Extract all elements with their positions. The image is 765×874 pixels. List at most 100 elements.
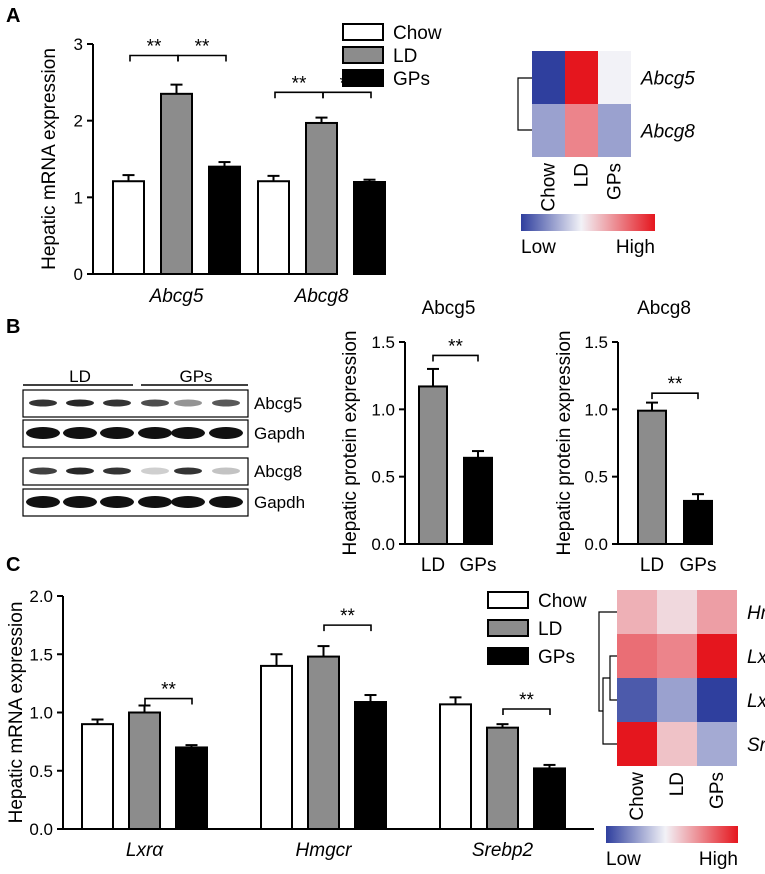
bar-ld (418, 385, 448, 545)
heat-cell (598, 51, 631, 104)
category-label: Abcg8 (294, 286, 349, 307)
significance-label: ** (340, 606, 355, 627)
heat-cell (617, 590, 657, 634)
chart-b-abcg5-protein: 0.0 0.5 1.0 1.5 Hepatic protein expression Ab… (340, 298, 496, 576)
blot-band (212, 467, 240, 475)
legend-swatch-chow (342, 23, 384, 41)
heat-cell (617, 678, 657, 722)
heat-cell (532, 104, 565, 157)
bar-gps (683, 499, 713, 546)
y-tick-label: 0.0 (371, 535, 395, 554)
blot-band (209, 496, 243, 508)
heat-column-label: GPs (707, 772, 728, 809)
heat-row-label: Hmgcr (747, 603, 765, 624)
legend-swatch-ld (342, 46, 384, 64)
blot-band-label: Gapdh (254, 424, 305, 443)
dendrogram-branch (517, 77, 532, 131)
y-tick-label: 1.5 (371, 333, 395, 352)
bar-chow (81, 723, 114, 831)
legend-label-ld: LD (538, 619, 562, 640)
heat-row-label: Lxrα (747, 647, 765, 668)
blot-band (63, 496, 97, 508)
bar-chow (257, 180, 290, 276)
legend-swatch-ld (487, 619, 529, 637)
heatmap-c: Hmgcr Lxrα Lxrβ Srebp2 Chow LD GPs Low High (598, 590, 765, 870)
significance-bracket (322, 91, 372, 99)
category-label: GPs (460, 555, 497, 576)
blot-band (26, 427, 60, 439)
heat-cell (657, 678, 697, 722)
heat-cell (697, 722, 737, 766)
bar-chow (112, 180, 145, 276)
blot-band (174, 467, 202, 475)
bar-ld (160, 92, 193, 276)
significance-bracket (502, 708, 551, 716)
y-tick-label: 0.5 (371, 468, 395, 487)
blot-band (138, 427, 172, 439)
significance-label: ** (448, 336, 463, 357)
blot-band (212, 399, 240, 407)
y-tick-label: 1.0 (584, 400, 608, 419)
scale-high-label: High (699, 849, 738, 870)
dendrogram-branch (609, 655, 617, 701)
blot-band (171, 427, 205, 439)
blot-band (141, 399, 169, 407)
blot-band (103, 467, 131, 475)
y-tick-label: 2 (74, 112, 83, 131)
heat-cell (657, 722, 697, 766)
bar-gps (175, 746, 208, 831)
y-tick-label: 0 (74, 265, 83, 284)
y-tick-label: 3 (74, 35, 83, 54)
significance-label: ** (519, 690, 534, 711)
heat-row-label: Abcg5 (640, 69, 695, 90)
blot-band (29, 399, 57, 407)
significance-label: ** (195, 37, 210, 58)
significance-label: ** (161, 680, 176, 701)
chart-a-mrna-abcg: 0 1 2 3 Hepatic mRNA expression Abcg5 Abcg8 ** *… (39, 23, 442, 307)
significance-label: ** (668, 374, 683, 395)
blot-band (171, 496, 205, 508)
blot-band (209, 427, 243, 439)
heat-column-label: GPs (605, 163, 626, 200)
bar-ld (128, 711, 161, 830)
y-tick-label: 1.0 (371, 400, 395, 419)
legend-label-chow: Chow (538, 591, 587, 612)
color-scale-bar (606, 826, 738, 843)
bar-gps (353, 181, 386, 275)
blot-band (66, 399, 94, 407)
legend-swatch-chow (487, 591, 529, 609)
bar-ld (305, 121, 338, 276)
blot-band (141, 467, 169, 475)
y-tick-label: 1.5 (29, 645, 53, 664)
y-tick-label: 0.5 (29, 762, 53, 781)
bar-ld (637, 409, 667, 545)
significance-label: ** (147, 37, 162, 58)
category-label: LD (421, 555, 445, 576)
bar-ld (307, 655, 340, 831)
blot-strip (22, 389, 249, 418)
blot-band (63, 427, 97, 439)
significance-label: ** (292, 73, 307, 94)
blot-band (100, 496, 134, 508)
heat-cell (697, 634, 737, 678)
legend-swatch-gps (487, 647, 529, 665)
legend-label-ld: LD (393, 46, 417, 67)
panel-label-c: C (6, 554, 20, 576)
significance-bracket (323, 624, 372, 632)
blot-band (103, 399, 131, 407)
legend-label-chow: Chow (393, 23, 442, 44)
blot-band-label: Abcg5 (254, 394, 302, 413)
bar-gps (354, 701, 387, 831)
western-blot-b: LD GPs Abcg5 Gapdh Abcg8 Gapdh (22, 367, 305, 517)
chart-b-abcg8-protein: 0.0 0.5 1.0 1.5 Hepatic protein expression Ab… (554, 298, 716, 576)
legend-label-gps: GPs (393, 69, 430, 90)
blot-band-label: Gapdh (254, 493, 305, 512)
legend-label-gps: GPs (538, 647, 575, 668)
blot-strip (22, 457, 249, 486)
blot-band (26, 496, 60, 508)
heat-cell (565, 104, 598, 157)
blot-band (29, 467, 57, 475)
significance-bracket (144, 697, 193, 705)
heat-cell (598, 104, 631, 157)
bar-ld (486, 726, 519, 831)
